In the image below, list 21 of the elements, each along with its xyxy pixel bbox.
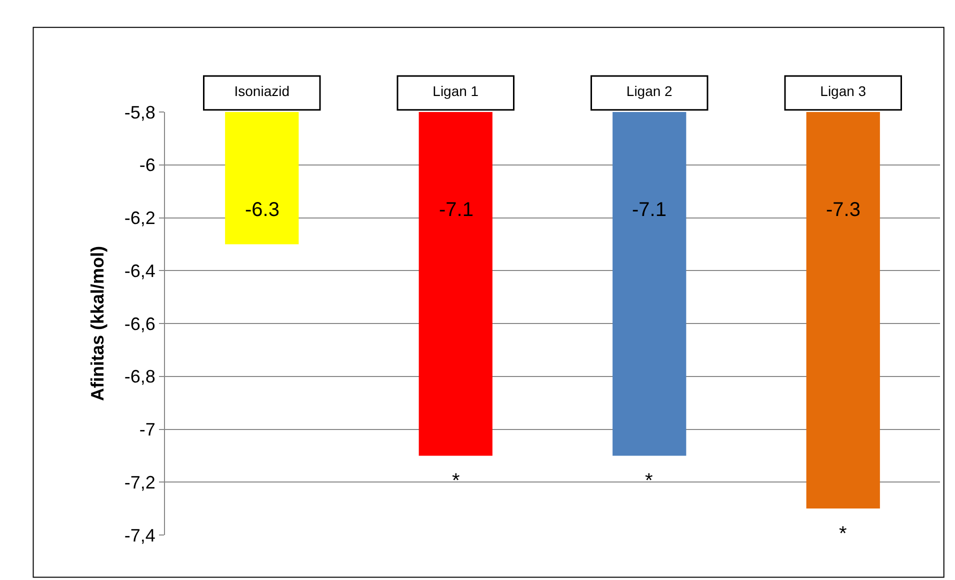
y-tick-label: -7,4 bbox=[124, 525, 156, 546]
data-label: -7.3 bbox=[826, 199, 860, 221]
y-tick-label: -6,2 bbox=[124, 208, 156, 228]
annotation: * bbox=[452, 470, 460, 492]
y-tick-label: -6,4 bbox=[124, 260, 156, 281]
x-tick-label: Ligan 2 bbox=[626, 83, 673, 100]
y-tick-label: -7 bbox=[139, 420, 156, 440]
data-label: -6.3 bbox=[245, 199, 280, 221]
y-tick-label: -6,6 bbox=[124, 314, 156, 334]
y-tick-label: -7,2 bbox=[124, 472, 156, 492]
data-label: -7.1 bbox=[439, 199, 474, 221]
annotation: * bbox=[645, 470, 653, 492]
annotation: * bbox=[839, 523, 847, 545]
y-tick-label: -5,8 bbox=[124, 102, 156, 122]
x-tick-label: Isoniazid bbox=[234, 83, 290, 100]
y-axis-title: Afinitas (kkal/mol) bbox=[88, 246, 108, 402]
y-tick-label: -6,8 bbox=[124, 366, 156, 387]
data-label: -7.1 bbox=[632, 199, 666, 221]
x-tick-label: Ligan 3 bbox=[820, 83, 866, 100]
x-tick-label: Ligan 1 bbox=[432, 83, 479, 100]
y-tick-label: -6 bbox=[139, 155, 156, 176]
